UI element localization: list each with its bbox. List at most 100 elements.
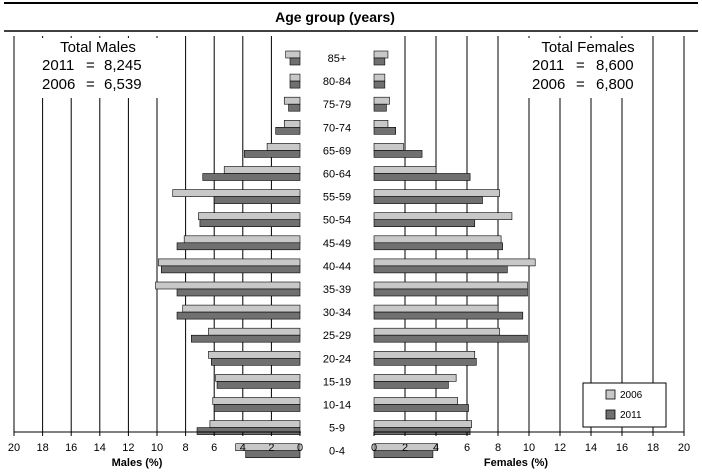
female-bar-2006: [374, 190, 500, 197]
males-total-2011-sep: =: [86, 57, 95, 74]
males-tick-label: 14: [94, 442, 106, 454]
males-tick-label: 20: [8, 442, 20, 454]
males-tick-label: 12: [122, 442, 134, 454]
male-bar-2006: [267, 143, 300, 150]
female-bar-2006: [374, 398, 458, 405]
male-bar-2011: [290, 58, 300, 65]
age-group-label: 85+: [328, 53, 347, 65]
age-group-labels: 85+80-8475-7970-7465-6960-6455-5950-5445…: [323, 53, 351, 458]
female-bar-2006: [374, 213, 512, 220]
female-bar-2006: [374, 328, 500, 335]
female-bar-2011: [374, 220, 475, 227]
female-bar-2006: [374, 51, 388, 58]
age-group-label: 0-4: [329, 446, 345, 458]
male-bar-2011: [177, 312, 300, 319]
female-bar-2011: [374, 312, 523, 319]
male-bar-2011: [200, 220, 300, 227]
males-total-2011-year: 2011: [42, 57, 74, 74]
females-total-2011-sep: =: [576, 57, 585, 74]
chart-title: Age group (years): [275, 9, 395, 25]
male-bar-2006: [158, 259, 300, 266]
age-group-label: 50-54: [323, 215, 351, 227]
females-x-axis-label: Females (%): [484, 457, 549, 469]
male-bar-2006: [210, 421, 300, 428]
male-bar-2006: [290, 74, 300, 81]
males-tick-label: 0: [297, 442, 303, 454]
age-group-label: 55-59: [323, 192, 351, 204]
females-total-2011-value: 8,600: [596, 57, 634, 74]
female-bar-2011: [374, 174, 470, 181]
legend-swatch-2011: [606, 410, 615, 419]
females-tick-label: 18: [647, 442, 659, 454]
males-total-2006-sep: =: [86, 76, 95, 93]
male-bar-2006: [198, 213, 300, 220]
male-bar-2011: [203, 174, 300, 181]
females-tick-label: 6: [464, 442, 470, 454]
male-bar-2006: [173, 190, 300, 197]
females-tick-label: 20: [678, 442, 690, 454]
male-bar-2006: [183, 305, 300, 312]
age-group-label: 20-24: [323, 353, 351, 365]
age-group-label: 15-19: [323, 376, 351, 388]
males-tick-label: 4: [240, 442, 246, 454]
legend-label-2006: 2006: [620, 390, 643, 401]
age-group-label: 60-64: [323, 169, 351, 181]
bars: [156, 51, 536, 458]
females-tick-label: 2: [402, 442, 408, 454]
females-total-2011-year: 2011: [532, 57, 564, 74]
males-tick-label: 6: [211, 442, 217, 454]
males-tick-label: 8: [183, 442, 189, 454]
female-bar-2011: [374, 289, 527, 296]
male-bar-2011: [177, 243, 300, 250]
female-bar-2011: [374, 428, 470, 435]
age-group-label: 80-84: [323, 76, 351, 88]
age-group-label: 40-44: [323, 261, 351, 273]
male-bar-2011: [276, 127, 300, 134]
male-bar-2006: [184, 236, 300, 243]
male-bar-2011: [217, 381, 300, 388]
female-bar-2011: [374, 358, 476, 365]
females-tick-label: 14: [585, 442, 597, 454]
female-bar-2006: [374, 351, 475, 358]
females-total-2006-year: 2006: [532, 76, 565, 93]
age-group-label: 10-14: [323, 400, 351, 412]
males-tick-label: 18: [36, 442, 48, 454]
male-bar-2011: [211, 358, 300, 365]
male-bar-2011: [177, 289, 300, 296]
female-bar-2006: [374, 421, 472, 428]
legend-label-2011: 2011: [620, 410, 642, 421]
male-bar-2006: [216, 374, 300, 381]
males-x-axis-label: Males (%): [112, 457, 163, 469]
female-bar-2006: [374, 305, 498, 312]
male-bar-2006: [208, 328, 300, 335]
male-bar-2006: [224, 167, 300, 174]
male-bar-2011: [161, 266, 300, 273]
male-bar-2006: [213, 398, 300, 405]
male-bar-2006: [156, 282, 300, 289]
age-group-label: 75-79: [323, 99, 351, 111]
females-tick-label: 8: [495, 442, 501, 454]
female-bar-2011: [374, 127, 396, 134]
female-bar-2011: [374, 266, 507, 273]
males-total-2006-value: 6,539: [104, 76, 142, 93]
female-bar-2011: [374, 335, 527, 342]
female-bar-2011: [374, 405, 469, 412]
males-tick-label: 16: [65, 442, 77, 454]
male-bar-2006: [208, 351, 300, 358]
males-total-2006-year: 2006: [42, 76, 75, 93]
female-bar-2006: [374, 259, 535, 266]
age-group-label: 65-69: [323, 145, 351, 157]
female-bar-2011: [374, 243, 503, 250]
male-bar-2006: [284, 97, 300, 104]
females-tick-label: 0: [371, 442, 377, 454]
age-group-label: 70-74: [323, 122, 351, 134]
female-bar-2006: [374, 143, 403, 150]
male-bar-2011: [214, 197, 300, 204]
male-bar-2011: [244, 150, 300, 157]
females-tick-label: 16: [616, 442, 628, 454]
legend: 2006 2011: [583, 383, 666, 427]
females-tick-label: 4: [433, 442, 439, 454]
male-bar-2011: [289, 104, 300, 111]
female-bar-2011: [374, 381, 448, 388]
